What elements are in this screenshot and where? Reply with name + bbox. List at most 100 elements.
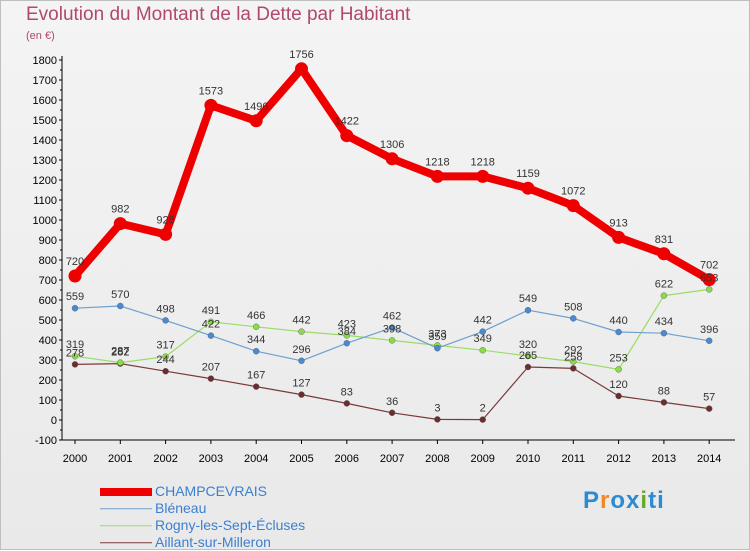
data-point xyxy=(343,340,350,347)
x-tick-label: 2004 xyxy=(244,453,268,465)
y-tick-label: 1200 xyxy=(33,175,57,187)
data-point xyxy=(71,361,79,368)
y-tick-label: 500 xyxy=(39,315,57,327)
data-label: 423 xyxy=(338,318,356,330)
y-tick-label: 100 xyxy=(39,395,57,407)
y-tick-label: 0 xyxy=(51,415,57,427)
data-label: 253 xyxy=(609,352,627,364)
data-label: 207 xyxy=(202,362,220,374)
legend-item: Rogny-les-Sept-Écluses xyxy=(100,517,360,534)
data-label: 434 xyxy=(655,316,673,328)
data-point xyxy=(253,383,260,390)
y-tick-label: 900 xyxy=(39,235,57,247)
data-label: 317 xyxy=(156,340,174,352)
chart-subtitle: (en €) xyxy=(26,30,55,42)
axes: 1800170016001500140013001200110010009008… xyxy=(33,55,735,465)
data-point xyxy=(113,217,127,231)
data-point xyxy=(702,273,716,287)
data-label: 549 xyxy=(519,293,537,305)
data-point xyxy=(479,416,486,423)
data-label: 491 xyxy=(202,305,220,317)
data-point xyxy=(159,227,173,241)
data-point xyxy=(434,416,441,423)
x-tick-label: 2013 xyxy=(652,453,676,465)
data-point xyxy=(298,357,305,364)
data-point xyxy=(434,345,441,352)
data-point xyxy=(253,323,260,330)
data-point xyxy=(253,348,260,355)
data-point xyxy=(343,400,350,407)
y-tick-label: 1800 xyxy=(33,55,57,67)
data-label: 831 xyxy=(655,234,673,246)
y-tick-label: 1100 xyxy=(33,195,57,207)
data-point xyxy=(207,375,215,382)
data-point xyxy=(430,169,444,183)
data-point xyxy=(298,391,305,398)
x-tick-label: 2008 xyxy=(425,453,449,465)
data-point xyxy=(570,365,577,372)
data-point xyxy=(570,315,577,322)
data-label: 653 xyxy=(700,272,718,284)
data-point xyxy=(388,324,396,331)
data-label: 1218 xyxy=(425,156,449,168)
data-label: 2 xyxy=(480,403,486,415)
data-label: 88 xyxy=(658,385,670,397)
legend-label: CHAMPCEVRAIS xyxy=(155,483,268,499)
x-tick-label: 2005 xyxy=(289,453,313,465)
data-label: 282 xyxy=(111,347,129,359)
x-tick-label: 2000 xyxy=(63,453,87,465)
data-label: 398 xyxy=(383,323,401,335)
data-label: 292 xyxy=(564,345,582,357)
y-tick-label: -100 xyxy=(35,435,57,447)
data-label: 913 xyxy=(609,217,627,229)
logo-letter: x xyxy=(626,487,641,514)
chart-title: Evolution du Montant de la Dette par Hab… xyxy=(26,4,411,25)
data-point xyxy=(612,230,626,244)
data-label: 466 xyxy=(247,310,265,322)
data-label: 349 xyxy=(474,333,492,345)
logo-letter: r xyxy=(600,487,611,514)
data-point xyxy=(207,332,215,339)
y-tick-label: 200 xyxy=(39,375,57,387)
data-point xyxy=(162,317,169,324)
x-tick-label: 2003 xyxy=(199,453,223,465)
data-label: 1756 xyxy=(289,49,313,61)
data-point xyxy=(566,199,580,213)
x-tick-label: 2009 xyxy=(470,453,494,465)
y-tick-label: 300 xyxy=(39,355,57,367)
data-label: 570 xyxy=(111,289,129,301)
data-point xyxy=(570,358,577,365)
legend-swatch xyxy=(100,541,152,544)
proxiti-logo: Proxiti xyxy=(583,487,665,515)
legend-label: Bléneau xyxy=(155,500,207,516)
data-point xyxy=(615,328,622,336)
data-point xyxy=(71,353,79,360)
data-point xyxy=(385,152,399,166)
data-label: 559 xyxy=(66,291,84,303)
data-label: 1496 xyxy=(244,101,268,113)
data-point xyxy=(204,98,218,112)
data-label: 1218 xyxy=(470,156,494,168)
data-label: 3 xyxy=(434,402,440,414)
data-label: 278 xyxy=(66,347,84,359)
legend-swatch xyxy=(100,507,152,510)
data-label: 57 xyxy=(703,392,715,404)
data-label: 167 xyxy=(247,370,265,382)
y-tick-label: 700 xyxy=(39,275,57,287)
legend-item: Aillant-sur-Milleron xyxy=(100,534,360,551)
y-tick-label: 400 xyxy=(39,335,57,347)
legend-item: Bléneau xyxy=(100,500,360,517)
data-label: 244 xyxy=(156,354,174,366)
x-tick-label: 2006 xyxy=(335,453,359,465)
y-tick-label: 1400 xyxy=(33,135,57,147)
data-point xyxy=(295,62,308,76)
data-point xyxy=(706,337,713,344)
data-point xyxy=(657,247,671,261)
data-point xyxy=(388,337,396,344)
data-label: 384 xyxy=(338,326,356,338)
x-tick-label: 2010 xyxy=(516,453,540,465)
data-label: 1072 xyxy=(561,186,585,198)
data-label: 1573 xyxy=(199,85,223,97)
data-label: 928 xyxy=(156,214,174,226)
